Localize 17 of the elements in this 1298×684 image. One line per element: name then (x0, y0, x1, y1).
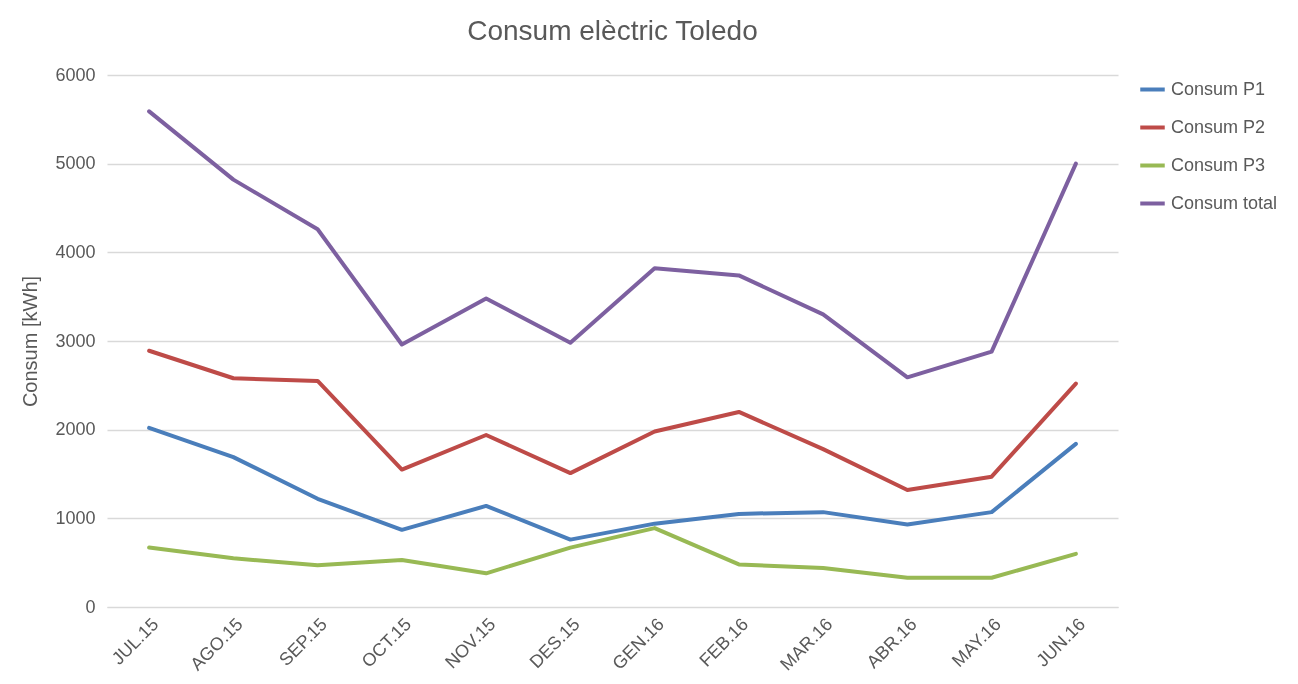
y-tick-label: 1000 (55, 507, 96, 528)
y-axis-title: Consum [kWh] (19, 275, 42, 408)
y-tick-label: 4000 (55, 241, 96, 262)
chart-title: Consum elèctric Toledo (467, 15, 758, 46)
y-tick-label: 2000 (55, 419, 96, 440)
legend-label: Consum P1 (1171, 78, 1266, 99)
line-series (147, 109, 1078, 380)
line-series (147, 526, 1078, 580)
line-series (147, 348, 1078, 492)
y-tick-label: 0 (85, 596, 96, 617)
y-tick-label: 5000 (55, 153, 96, 174)
legend-label: Consum P3 (1171, 154, 1266, 175)
legend-label: Consum total (1171, 192, 1278, 213)
line-series (147, 425, 1078, 542)
legend-label: Consum P2 (1171, 116, 1266, 137)
y-tick-label: 3000 (55, 330, 96, 351)
y-tick-label: 6000 (55, 64, 96, 85)
